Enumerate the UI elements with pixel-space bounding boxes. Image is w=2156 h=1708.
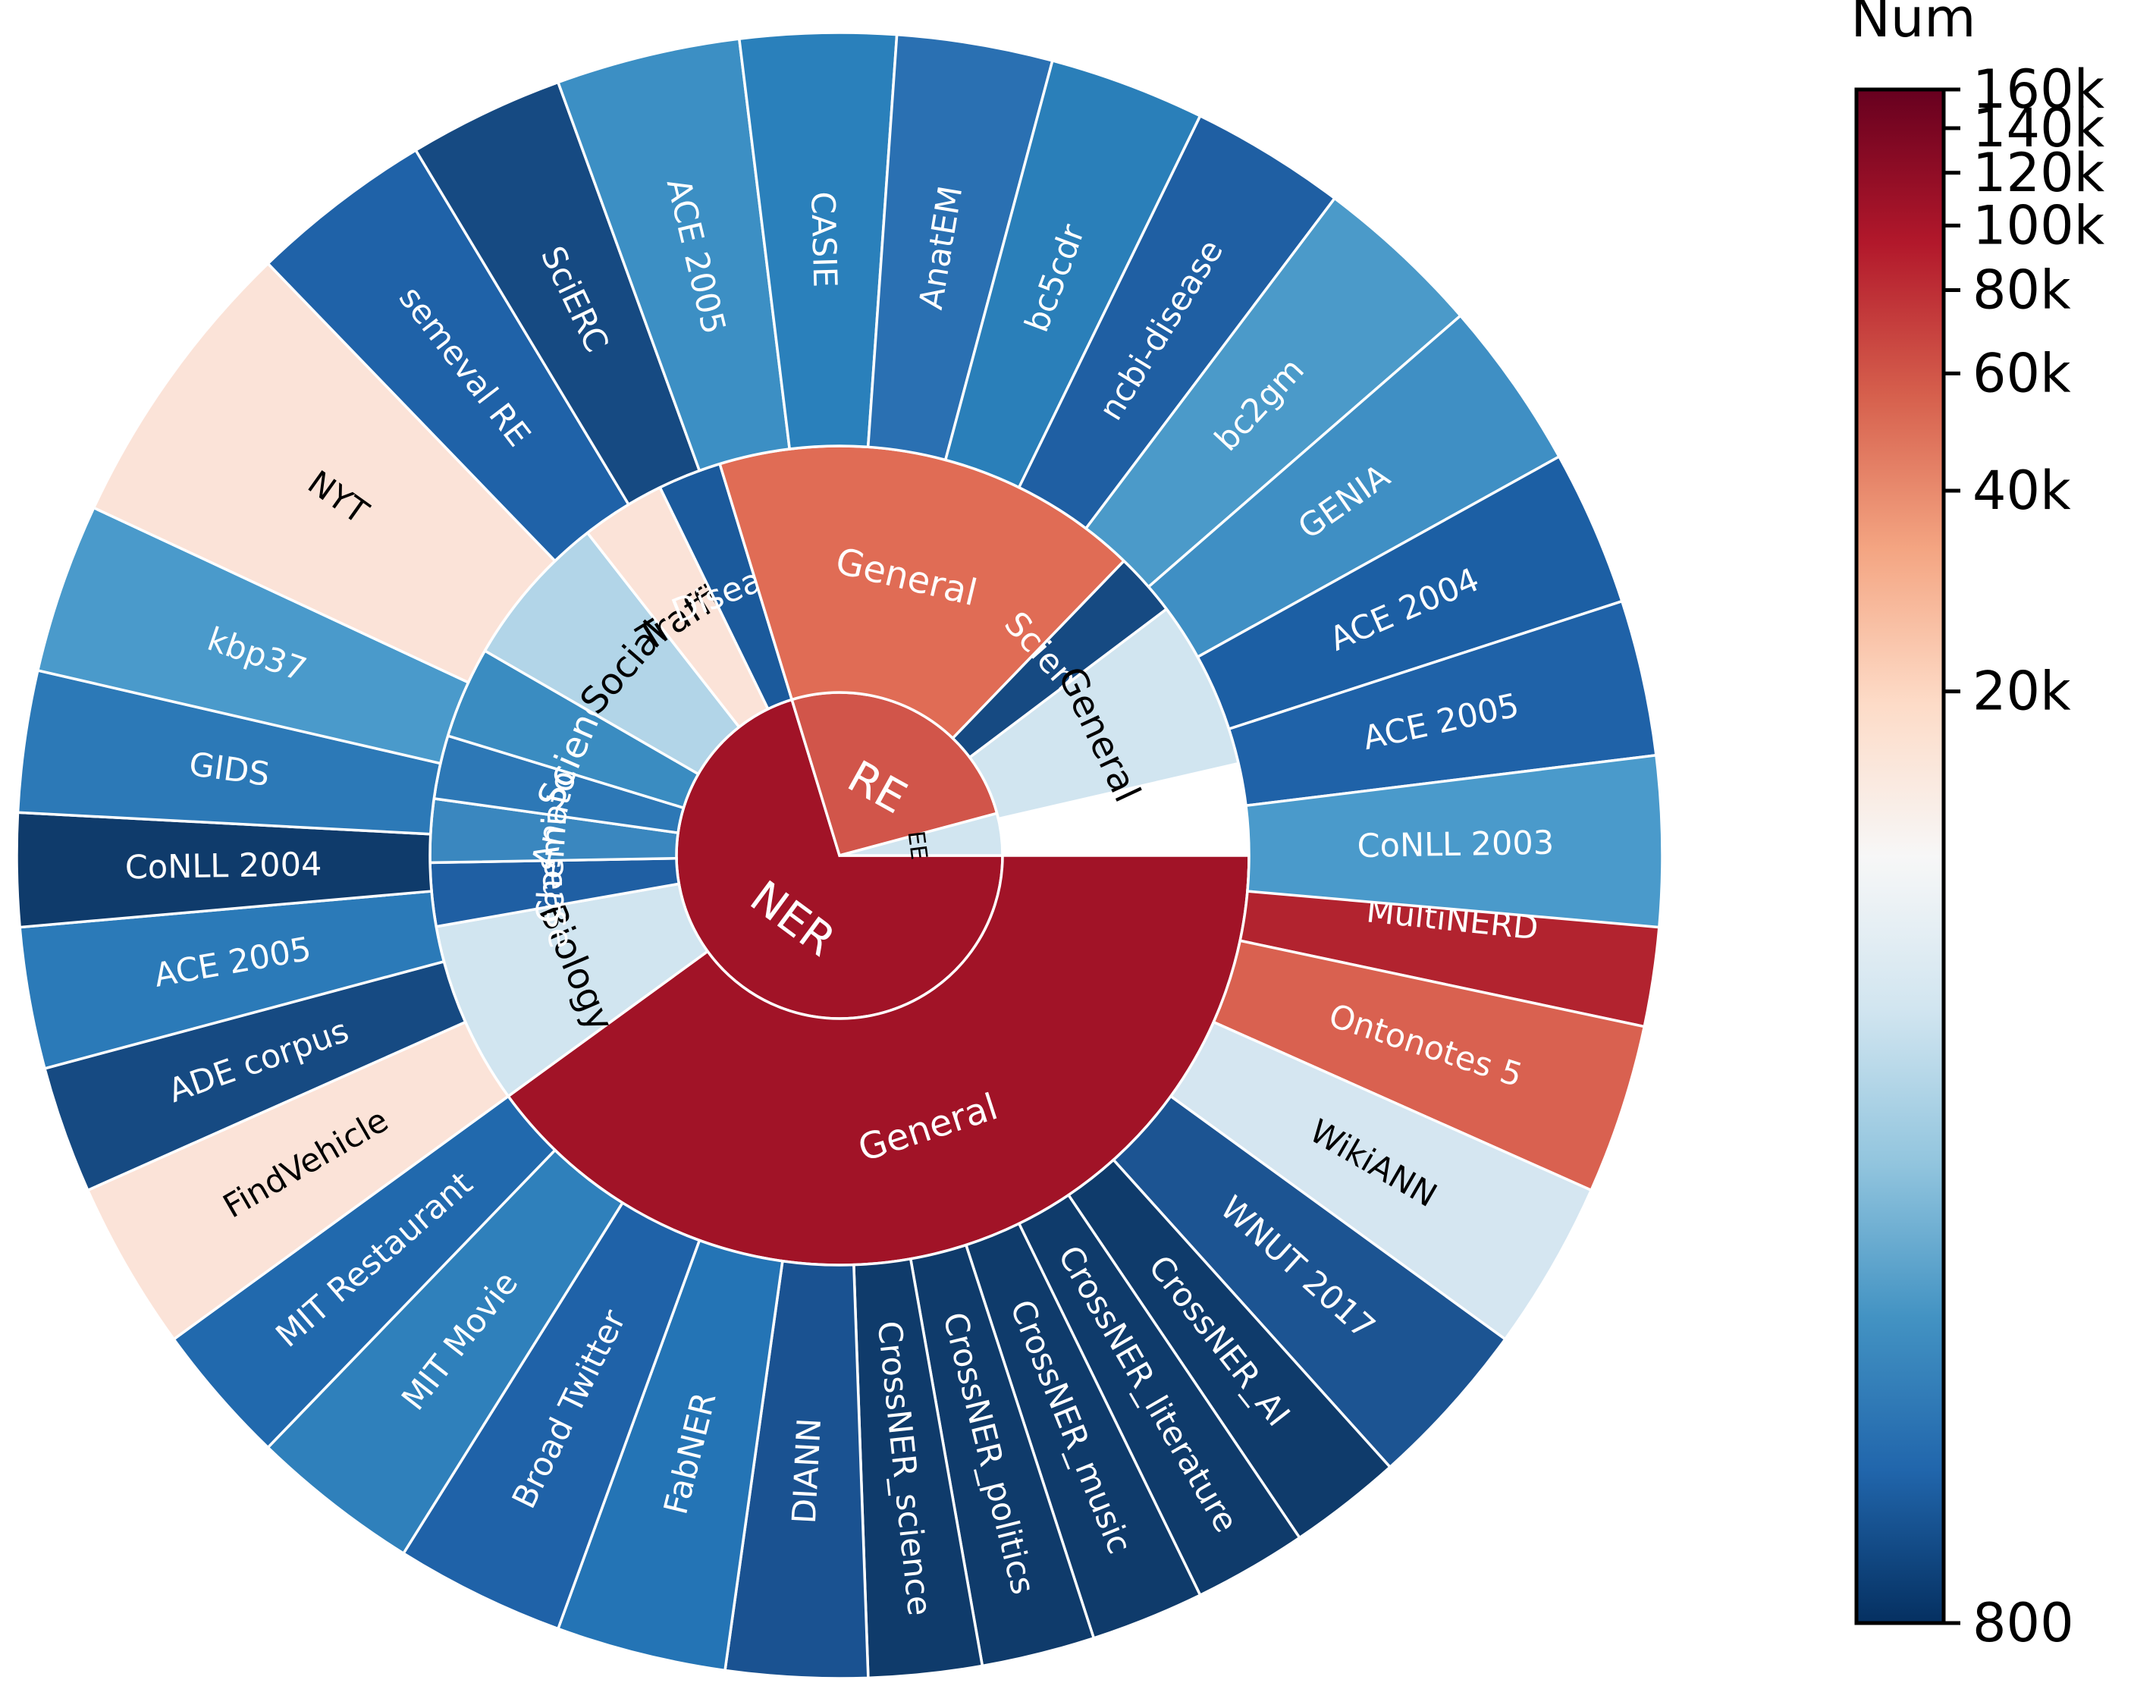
colorbar-tick-label-140k: 140k <box>1972 97 2105 159</box>
colorbar-title: Num <box>1851 0 1976 49</box>
colorbar-tick-label-160k: 160k <box>1972 58 2105 121</box>
dataset-label-diann: DIANN <box>786 1417 829 1524</box>
colorbar-tick-label-120k: 120k <box>1972 142 2105 204</box>
colorbar-tick-label-800: 800 <box>1972 1592 2074 1654</box>
colorbar-tick-label-20k: 20k <box>1972 661 2071 723</box>
dataset-label-conll-2003: CoNLL 2003 <box>1357 824 1554 866</box>
dataset-segment-conll-2003 <box>1244 753 1664 929</box>
dataset-label-conll-2004: CoNLL 2004 <box>124 846 322 887</box>
colorbar-gradient <box>1854 87 1946 1625</box>
colorbar-tick-label-60k: 60k <box>1972 342 2071 404</box>
dataset-label-casie: CASIE <box>803 191 843 288</box>
colorbar-tick-label-80k: 80k <box>1972 259 2071 322</box>
colorbar-tick-label-40k: 40k <box>1972 460 2071 522</box>
task-label-ee: EE <box>902 829 932 861</box>
colorbar-tick-label-100k: 100k <box>1972 194 2105 256</box>
sunburst: NERREEEGeneralBiologyDiseaseChemistryAna… <box>15 31 1664 1680</box>
